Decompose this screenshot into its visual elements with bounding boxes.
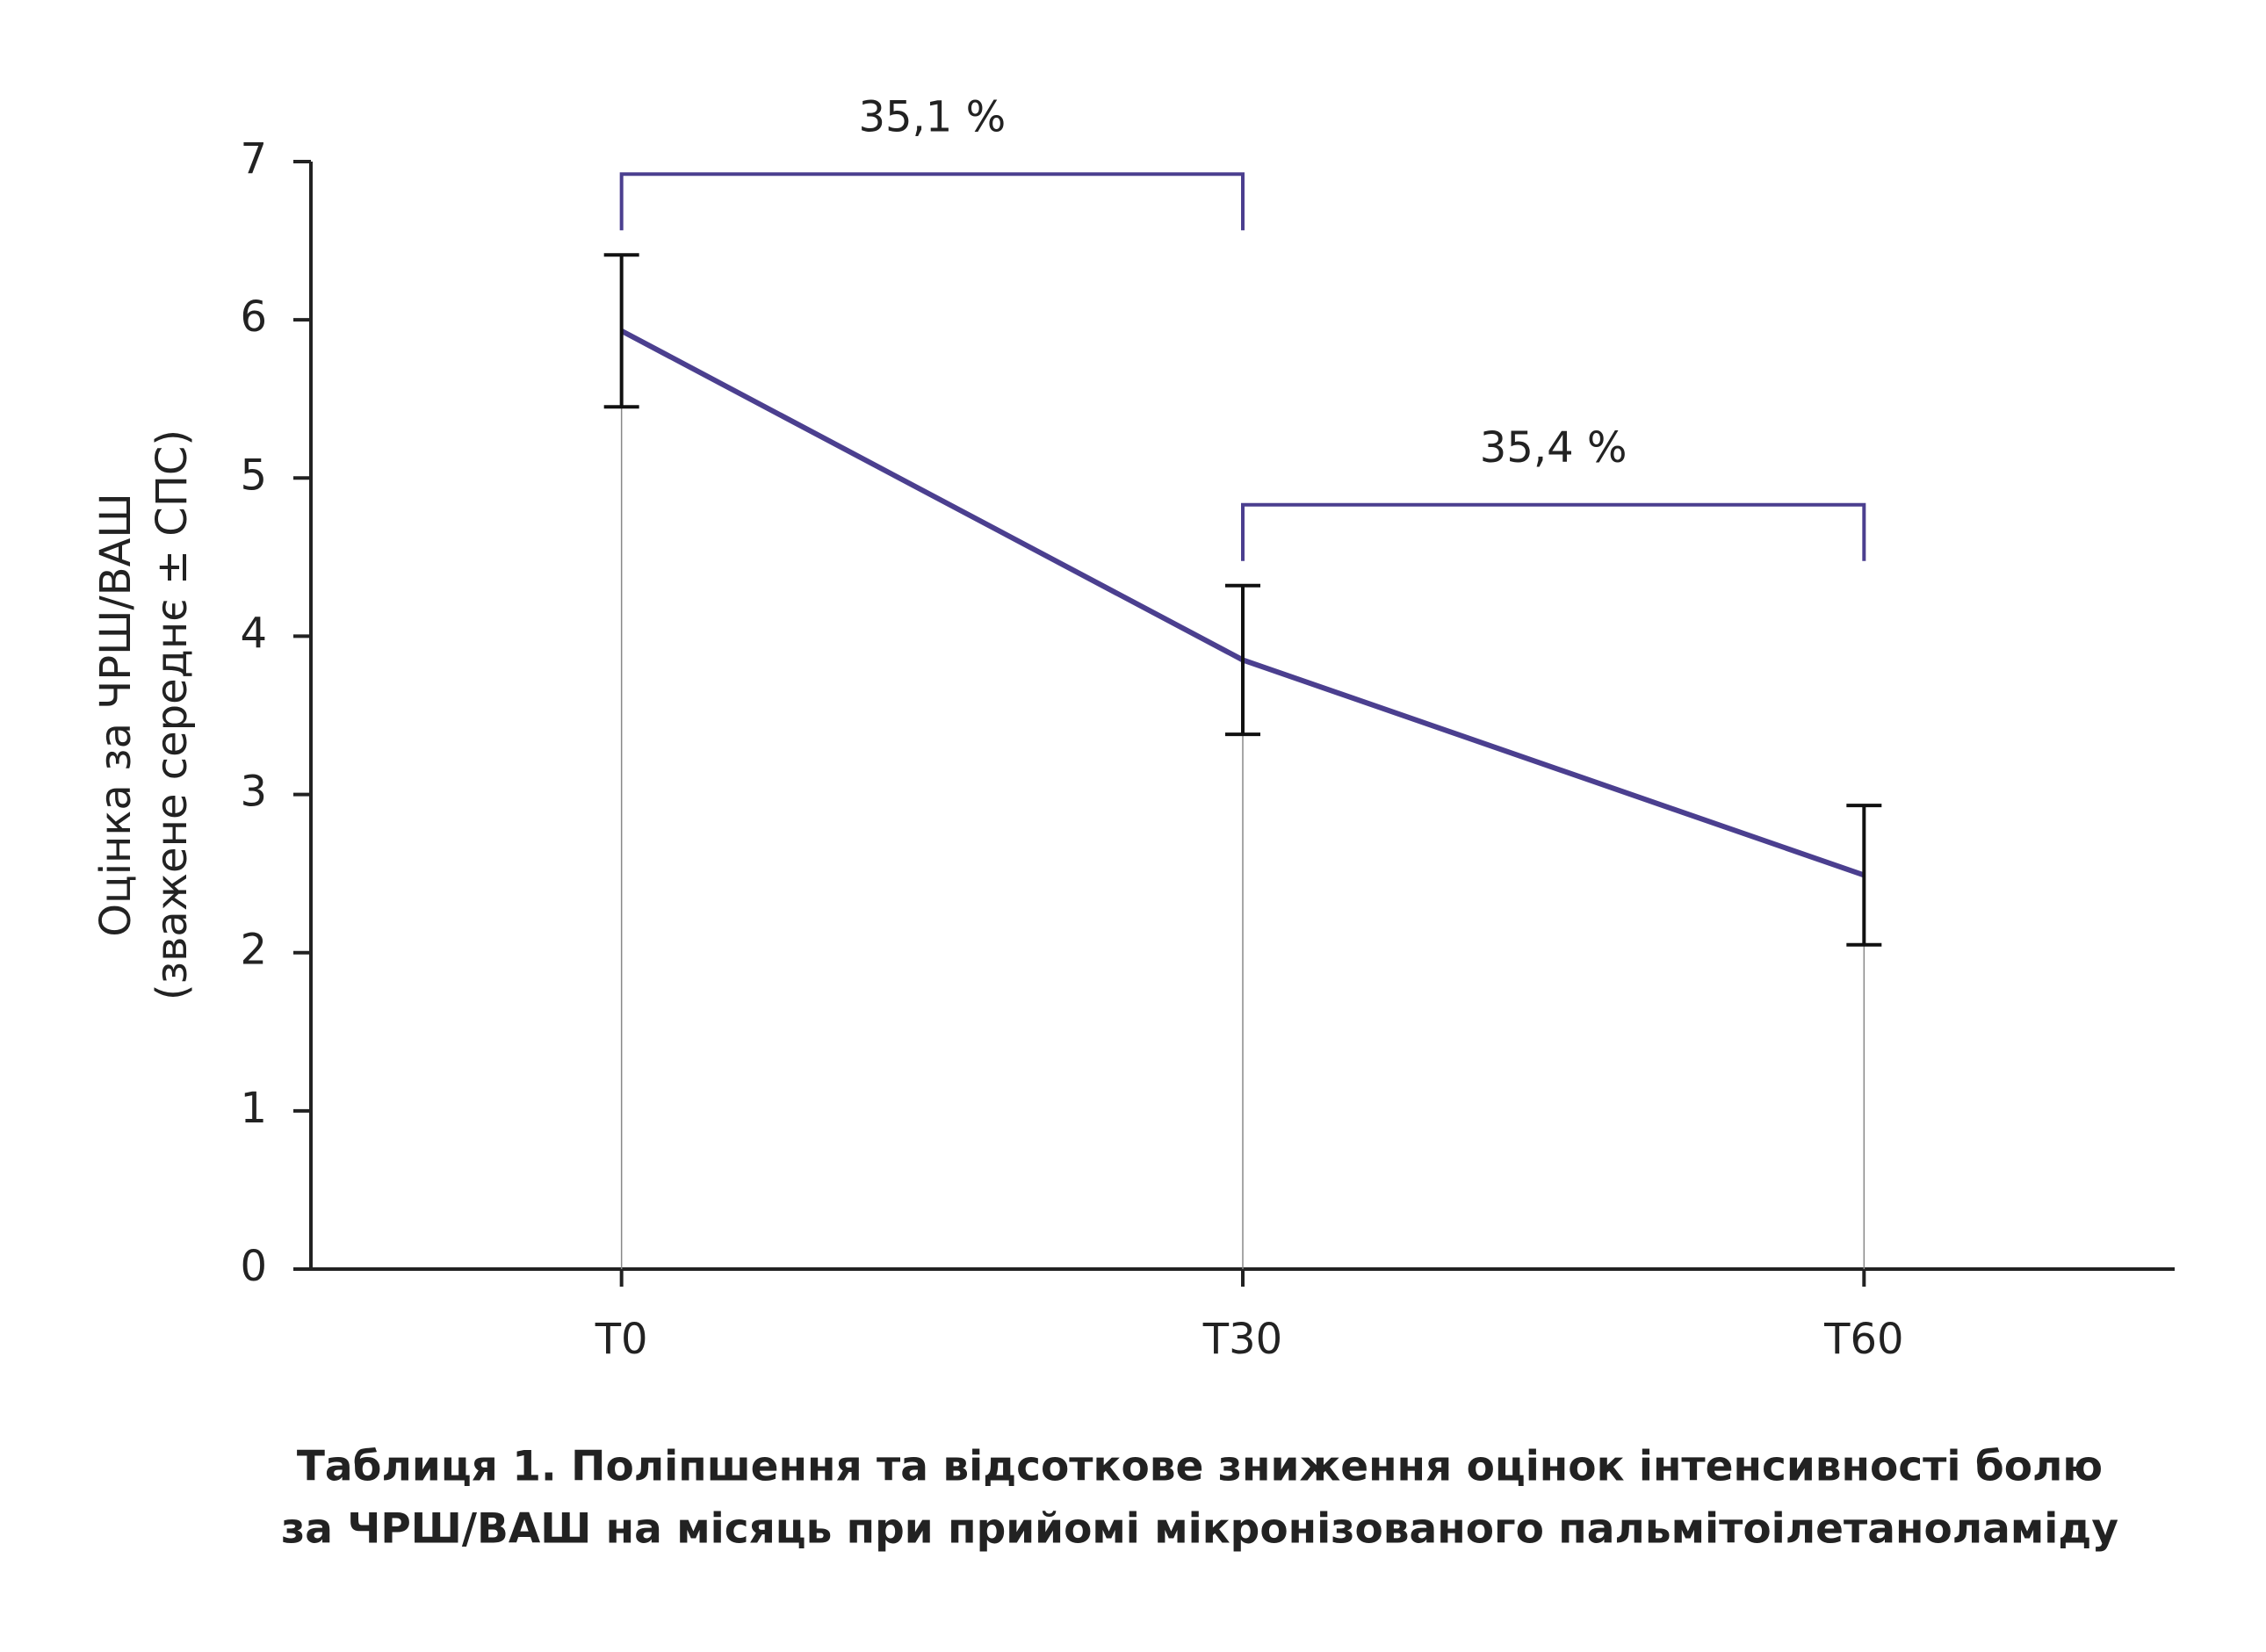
bracket bbox=[1241, 502, 1866, 561]
y-tick-label: 3 bbox=[240, 768, 267, 817]
y-tick-label: 2 bbox=[240, 926, 267, 975]
caption: Таблиця 1. Поліпшення та відсоткове зниж… bbox=[297, 1443, 2103, 1491]
caption: за ЧРШ/ВАШ на місяць при прийомі мікроні… bbox=[281, 1505, 2118, 1554]
error-bar bbox=[603, 253, 639, 409]
annotation: 35,4 % bbox=[1480, 423, 1627, 473]
y-axis-label: Оцінка за ЧРШ/ВАШ (зважене середнє ± СПС… bbox=[91, 429, 197, 1000]
y-label-line: Оцінка за ЧРШ/ВАШ bbox=[91, 493, 141, 936]
error-bar bbox=[1846, 804, 1882, 947]
y-tick-label: 6 bbox=[240, 292, 267, 342]
y-tick-label: 5 bbox=[240, 451, 267, 500]
x-tick-label: T30 bbox=[1202, 1315, 1282, 1364]
annotation: 35,1 % bbox=[858, 92, 1006, 141]
y-tick-label: 0 bbox=[240, 1242, 267, 1291]
error-bar bbox=[1225, 583, 1260, 737]
x-tick-label: T0 bbox=[595, 1315, 648, 1364]
x-tick-label: T60 bbox=[1823, 1315, 1903, 1364]
y-tick-label: 1 bbox=[240, 1084, 267, 1133]
y-tick-label: 7 bbox=[240, 134, 267, 184]
bracket bbox=[619, 172, 1245, 231]
y-label-line: (зважене середнє ± СПС) bbox=[148, 429, 197, 1000]
y-tick-label: 4 bbox=[240, 609, 267, 658]
